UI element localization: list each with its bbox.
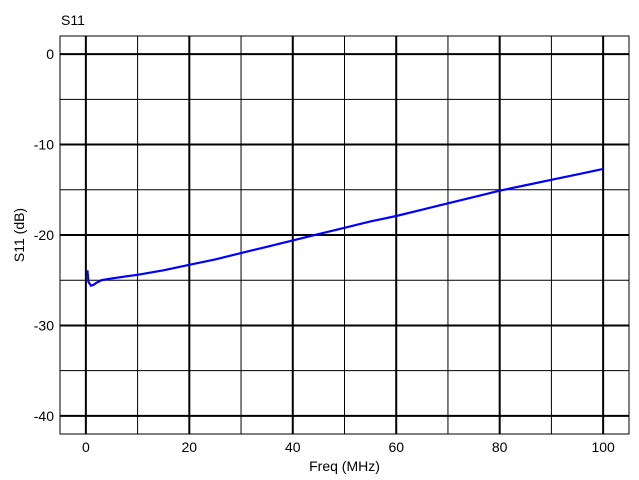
x-tick-labels: 0 20 40 60 80 100 <box>82 439 615 455</box>
y-tick-label: -20 <box>34 227 54 243</box>
x-tick-label: 0 <box>82 439 90 455</box>
x-tick-label: 100 <box>591 439 615 455</box>
grid-major <box>60 36 629 434</box>
x-tick-label: 60 <box>388 439 404 455</box>
y-tick-label: -10 <box>34 137 54 153</box>
x-tick-label: 20 <box>182 439 198 455</box>
y-tick-label: 0 <box>46 46 54 62</box>
y-axis-label: S11 (dB) <box>11 208 27 262</box>
x-tick-label: 80 <box>492 439 508 455</box>
y-tick-label: -40 <box>34 408 54 424</box>
y-tick-labels: 0 -10 -20 -30 -40 <box>34 46 54 424</box>
chart-title: S11 <box>61 12 85 28</box>
x-tick-label: 40 <box>285 439 301 455</box>
series-line-s11 <box>86 167 604 287</box>
plot-frame <box>59 35 630 435</box>
x-axis-label: Freq (MHz) <box>309 458 380 474</box>
y-tick-label: -30 <box>34 317 54 333</box>
